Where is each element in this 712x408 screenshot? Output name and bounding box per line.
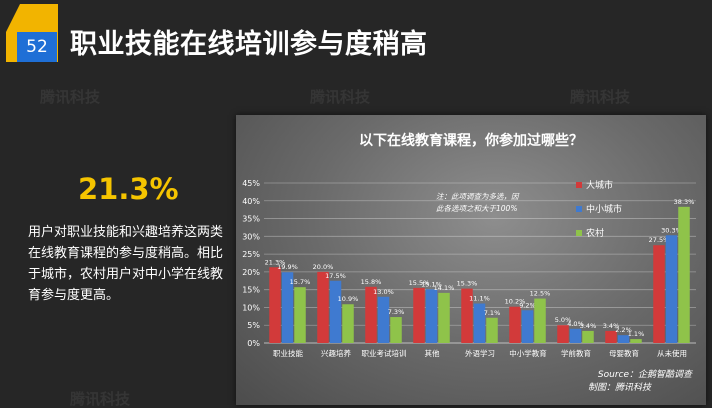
bar bbox=[461, 288, 473, 343]
bar bbox=[582, 330, 594, 343]
chart-producer: 制图：腾讯科技 bbox=[588, 382, 652, 393]
watermark: 腾讯科技 bbox=[570, 88, 631, 106]
y-tick-label: 10% bbox=[242, 303, 260, 312]
chart-bars: 21.3%19.9% 15.7%20.0%17.5% 10.9% 15.8% 13.0%… bbox=[265, 198, 695, 343]
watermark: 腾讯科技 bbox=[310, 88, 371, 106]
y-tick-label: 0% bbox=[247, 339, 260, 348]
bar bbox=[425, 289, 438, 343]
y-tick-label: 20% bbox=[242, 268, 260, 277]
bar bbox=[317, 271, 329, 343]
bar bbox=[521, 310, 534, 343]
x-axis-labels: 职业技能 兴趣培养 职业考试培训 其他 外语学习 中小学教育 学前教育 母婴教育 从未使用 bbox=[273, 348, 687, 358]
y-tick-label: 45% bbox=[242, 179, 260, 188]
x-tick-label: 从未使用 bbox=[657, 348, 687, 358]
legend-label: 大城市 bbox=[586, 179, 613, 191]
data-label: 15.3% bbox=[457, 280, 478, 288]
data-label: 19.9% bbox=[277, 263, 298, 271]
bar bbox=[329, 280, 342, 343]
data-label: 38.3% bbox=[674, 198, 695, 206]
bar bbox=[653, 245, 665, 343]
data-label: 15.8% bbox=[361, 278, 382, 286]
bar bbox=[281, 272, 294, 343]
data-label: 15.1% bbox=[421, 280, 442, 288]
bar bbox=[605, 330, 617, 343]
x-tick-label: 职业技能 bbox=[273, 348, 303, 358]
data-label: 2.2% bbox=[615, 326, 632, 334]
data-label: 15.7% bbox=[290, 278, 311, 286]
data-label: 3.4% bbox=[580, 322, 597, 330]
legend-label: 中小城市 bbox=[586, 203, 622, 215]
bar bbox=[438, 292, 450, 343]
data-label: 9.2% bbox=[519, 301, 536, 309]
chart-source: Source：企鹅智酷调查 bbox=[598, 369, 694, 380]
y-tick-label: 30% bbox=[242, 232, 260, 241]
y-tick-label: 5% bbox=[247, 321, 260, 330]
stat-value: 21.3% bbox=[78, 172, 179, 206]
bar bbox=[509, 306, 521, 343]
x-tick-label: 母婴教育 bbox=[609, 348, 639, 358]
y-tick-label: 15% bbox=[242, 286, 260, 295]
page-title: 职业技能在线培训参与度稍高 bbox=[70, 29, 428, 60]
page-number: 52 bbox=[17, 32, 57, 62]
bar bbox=[630, 339, 642, 343]
data-label: 5.0% bbox=[555, 316, 572, 324]
y-tick-label: 25% bbox=[242, 250, 260, 259]
bar bbox=[665, 235, 678, 343]
x-tick-label: 职业考试培训 bbox=[362, 348, 407, 358]
chart-note-line-2: 此各选项之和大于100% bbox=[436, 204, 517, 213]
data-label: 15.5% bbox=[409, 279, 430, 287]
chart-panel: 以下在线教育课程，你参加过哪些？ 0% 5% 10% 15% 20% 25% 30% 35% 4… bbox=[236, 115, 706, 405]
legend-swatch bbox=[576, 182, 582, 188]
x-tick-label: 兴趣培养 bbox=[321, 348, 351, 358]
bar bbox=[269, 267, 281, 343]
data-label: 10.2% bbox=[505, 298, 526, 306]
data-label: 30.3% bbox=[661, 226, 682, 234]
chart-note-line-1: 注：此项调查为多选，因 bbox=[436, 192, 520, 201]
data-label: 14.1% bbox=[434, 284, 455, 292]
bar bbox=[377, 296, 390, 343]
x-tick-label: 学前教育 bbox=[561, 348, 591, 358]
bar bbox=[294, 287, 306, 343]
data-label: 11.1% bbox=[469, 295, 490, 303]
bar bbox=[365, 286, 377, 343]
data-label: 27.5% bbox=[649, 236, 670, 244]
bar bbox=[473, 303, 486, 343]
watermark: 腾讯科技 bbox=[40, 88, 101, 106]
data-label: 21.3% bbox=[265, 258, 286, 266]
chart-title: 以下在线教育课程，你参加过哪些？ bbox=[359, 132, 583, 149]
data-label: 17.5% bbox=[325, 272, 346, 280]
bar bbox=[678, 206, 690, 343]
data-label: 3.4% bbox=[603, 322, 620, 330]
watermark: 腾讯科技 bbox=[70, 390, 131, 408]
bar bbox=[569, 328, 582, 343]
data-label: 1.1% bbox=[628, 330, 645, 338]
legend-swatch bbox=[576, 206, 582, 212]
data-label: 12.5% bbox=[530, 290, 551, 298]
y-tick-label: 35% bbox=[242, 215, 260, 224]
chart-svg: 以下在线教育课程，你参加过哪些？ 0% 5% 10% 15% 20% 25% 30% 35% 4… bbox=[242, 132, 696, 393]
legend-label: 农村 bbox=[586, 227, 604, 239]
bar bbox=[617, 335, 630, 343]
data-label: 20.0% bbox=[313, 263, 334, 271]
bar bbox=[342, 304, 354, 343]
slide-header: 52 职业技能在线培训参与度稍高 bbox=[0, 0, 712, 70]
y-tick-label: 40% bbox=[242, 197, 260, 206]
data-label: 7.1% bbox=[484, 309, 501, 317]
bar bbox=[486, 317, 498, 343]
bar bbox=[413, 287, 425, 343]
bar bbox=[534, 298, 546, 343]
x-tick-label: 外语学习 bbox=[465, 348, 495, 358]
data-label: 10.9% bbox=[338, 295, 359, 303]
bar bbox=[390, 317, 402, 343]
legend-swatch bbox=[576, 230, 582, 236]
data-label: 4.0% bbox=[567, 320, 584, 328]
x-tick-label: 中小学教育 bbox=[509, 348, 547, 358]
bar bbox=[557, 325, 569, 343]
data-label: 13.0% bbox=[373, 288, 394, 296]
description-text: 用户对职业技能和兴趣培养这两类在线教育课程的参与度稍高。相比于城市，农村用户对中… bbox=[28, 225, 224, 303]
data-label: 7.3% bbox=[388, 308, 405, 316]
x-tick-label: 其他 bbox=[425, 348, 440, 358]
